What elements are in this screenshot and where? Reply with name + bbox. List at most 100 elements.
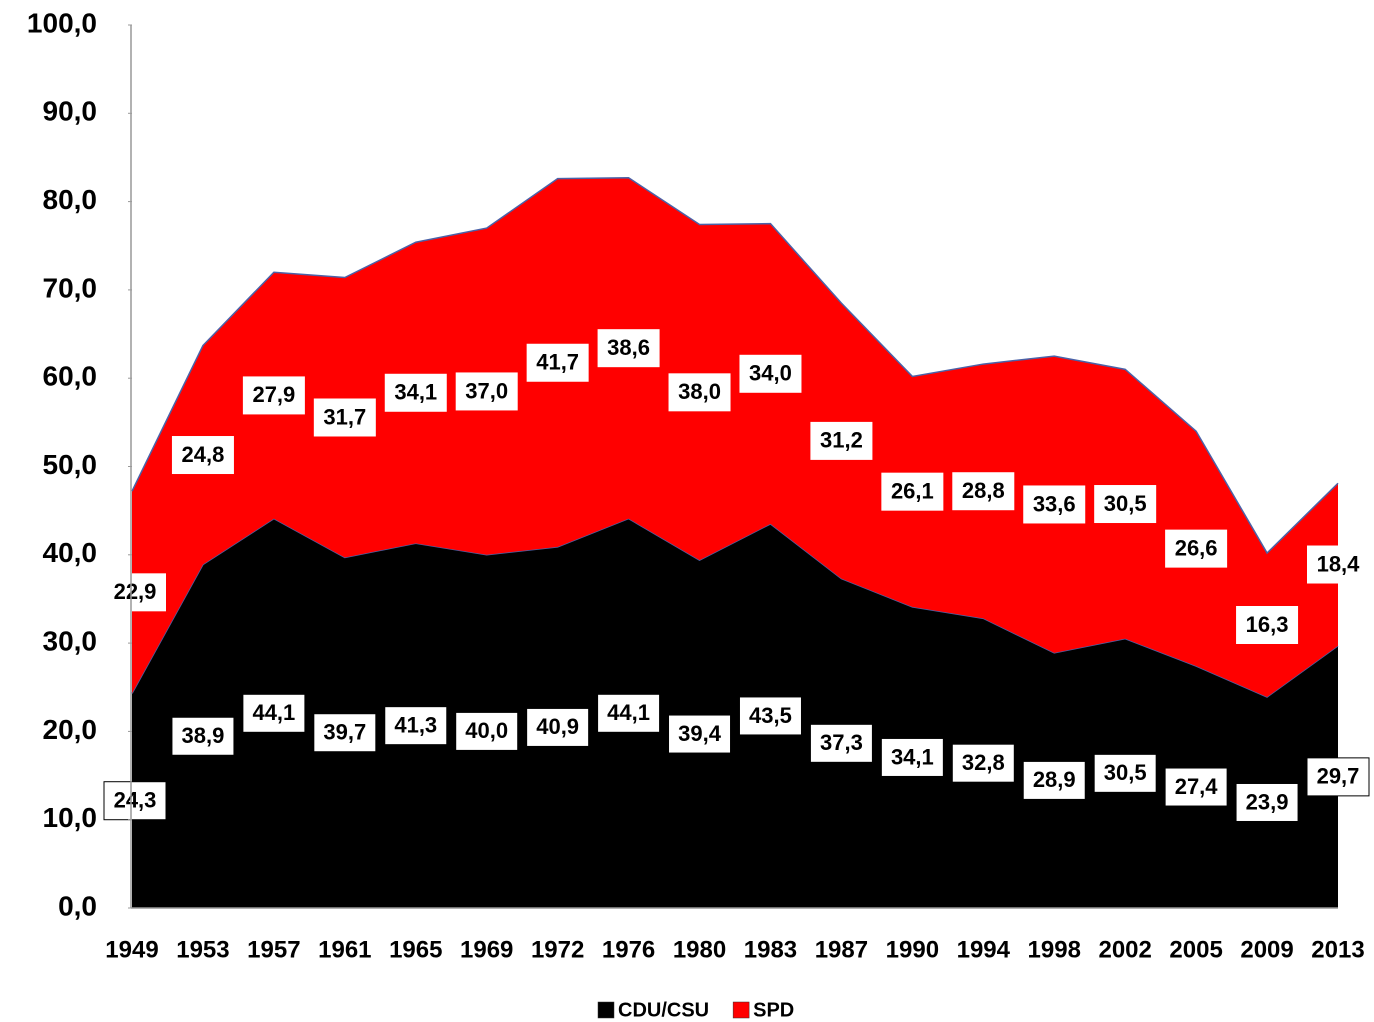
data-label: 29,7 [1317,764,1360,789]
y-tick-label: 50,0 [43,449,98,480]
data-label-box [739,354,802,393]
x-tick-label: 1976 [602,936,655,963]
data-label: 28,9 [1033,767,1076,792]
data-label-box [668,714,732,754]
data-label-box [171,716,235,756]
data-label: 23,9 [1246,789,1289,814]
data-label-box [242,693,306,733]
data-label-box [952,472,1015,511]
data-label-box [1306,757,1370,797]
data-label-box [1023,485,1086,524]
data-label: 43,5 [749,703,792,728]
x-tick-label: 2009 [1240,936,1293,963]
data-label: 32,8 [962,750,1005,775]
x-tick-label: 1994 [957,936,1011,963]
data-label: 39,4 [678,721,722,746]
data-label: 24,8 [182,442,225,467]
y-tick-label: 20,0 [43,714,98,745]
data-label: 44,1 [607,700,650,725]
x-tick-label: 1957 [247,936,300,963]
area [132,177,1338,697]
data-label: 30,5 [1104,760,1147,785]
data-label-box [104,573,166,612]
data-label: 22,9 [114,579,157,604]
area-outline [131,177,1339,555]
data-label: 27,9 [252,382,295,407]
data-label-box [1165,529,1228,568]
data-label: 31,2 [820,428,863,453]
data-label-box [1093,753,1157,793]
data-label: 31,7 [323,404,366,429]
data-label: 27,4 [1175,774,1219,799]
data-label-box [1307,545,1369,584]
x-tick-label: 1998 [1028,936,1081,963]
y-tick-label: 100,0 [27,7,97,38]
data-label-box [738,696,802,736]
data-label: 16,3 [1246,612,1289,637]
data-label-box [597,693,661,733]
data-label-box [1094,485,1157,524]
data-label: 40,0 [465,718,508,743]
data-label-box [951,743,1015,783]
data-label-box [313,713,377,753]
x-tick-label: 2002 [1098,936,1151,963]
x-tick-label: 1972 [531,936,584,963]
data-label: 40,9 [536,714,579,739]
data-label-box [526,707,590,747]
data-label-box [810,421,873,460]
data-label: 37,3 [820,730,863,755]
x-tick-label: 1969 [460,936,513,963]
data-label-box [384,706,448,746]
data-label-box [384,373,447,412]
data-label-box [455,372,518,411]
data-label: 34,0 [749,361,792,386]
data-label-box [668,373,731,412]
data-label-box [455,711,519,751]
x-tick-label: 1953 [176,936,229,963]
data-label-box [809,723,873,763]
data-label: 34,1 [394,380,437,405]
y-tick-label: 0,0 [58,890,97,921]
legend-swatch [732,1001,750,1019]
x-tick-label: 2013 [1311,936,1364,963]
legend-swatch [597,1001,615,1019]
data-label: 38,9 [182,723,225,748]
y-tick-label: 10,0 [43,802,98,833]
x-tick-label: 2005 [1169,936,1222,963]
data-label: 30,5 [1104,491,1147,516]
legend-label: CDU/CSU [618,999,709,1021]
data-label: 28,8 [962,478,1005,503]
data-label-box [1235,782,1299,822]
data-label-box [1164,767,1228,807]
y-tick-label: 60,0 [43,361,98,392]
data-label: 38,6 [607,335,650,360]
y-tick-label: 80,0 [43,184,98,215]
area [132,518,1338,908]
data-label-box [526,343,589,382]
data-label-box [171,436,234,475]
data-label: 41,7 [536,350,579,375]
data-label-box [1022,760,1086,800]
y-tick-label: 40,0 [43,537,98,568]
x-tick-label: 1990 [886,936,939,963]
data-label: 34,1 [891,744,934,769]
data-label: 37,0 [465,378,508,403]
x-tick-label: 1949 [105,936,158,963]
data-label: 38,0 [678,379,721,404]
data-label: 18,4 [1317,551,1361,576]
data-label: 44,1 [252,700,295,725]
x-tick-label: 1961 [318,936,371,963]
data-label-box [597,329,660,368]
legend-label: SPD [753,999,794,1021]
data-label-box [880,737,944,777]
data-label: 33,6 [1033,491,1076,516]
data-label: 41,3 [394,712,437,737]
data-label: 24,3 [114,788,157,813]
data-label-box [103,781,167,821]
data-label-box [242,376,305,415]
x-tick-label: 1987 [815,936,868,963]
data-label: 26,1 [891,478,934,503]
y-tick-label: 30,0 [43,625,98,656]
x-tick-label: 1965 [389,936,442,963]
